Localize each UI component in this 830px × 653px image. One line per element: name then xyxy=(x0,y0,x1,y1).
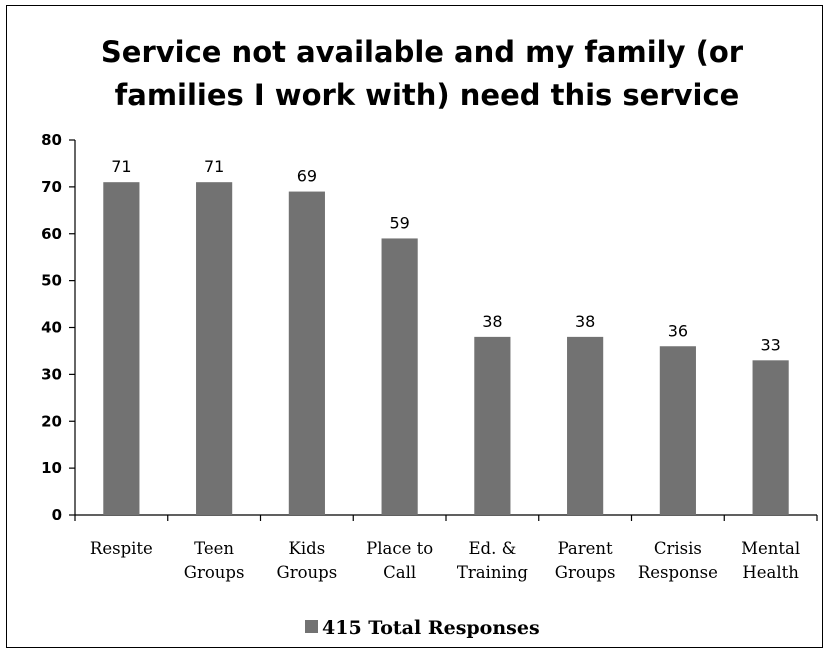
data-label: 59 xyxy=(389,213,409,232)
data-label: 38 xyxy=(575,312,595,331)
y-tick-label: 70 xyxy=(41,178,62,196)
x-category-label: Response xyxy=(638,563,718,582)
x-category-label: Crisis xyxy=(654,539,702,558)
y-tick-label: 0 xyxy=(52,506,62,524)
legend-label: 415 Total Responses xyxy=(322,617,540,639)
y-tick-label: 20 xyxy=(41,412,62,430)
x-category-label: Groups xyxy=(184,563,245,582)
bar xyxy=(752,360,789,515)
data-label: 71 xyxy=(111,157,131,176)
data-label: 71 xyxy=(204,157,224,176)
x-category-label: Kids xyxy=(289,539,326,558)
y-tick-label: 10 xyxy=(41,459,62,477)
x-category-label: Call xyxy=(383,563,416,582)
y-tick-label: 60 xyxy=(41,225,62,243)
chart-bars: 71 Respite 71 Teen Groups 69 Kids Groups 59 Place… xyxy=(90,157,800,582)
y-tick-label: 50 xyxy=(41,272,62,290)
data-label: 36 xyxy=(668,321,688,340)
bar xyxy=(196,182,233,515)
bar xyxy=(288,191,325,515)
x-category-label: Groups xyxy=(555,563,616,582)
x-category-label: Place to xyxy=(366,539,433,558)
data-label: 38 xyxy=(482,312,502,331)
bar xyxy=(381,238,418,515)
chart-title-line-1: Service not available and my family (or xyxy=(101,35,744,69)
x-category-label: Mental xyxy=(741,539,800,558)
x-category-label: Teen xyxy=(194,539,234,558)
chart-title-line-2: families I work with) need this service xyxy=(115,78,740,112)
chart-axes: 0 10 20 30 40 50 60 70 80 xyxy=(41,131,818,524)
x-category-label: Respite xyxy=(90,539,153,558)
y-tick-label: 40 xyxy=(41,319,62,337)
x-category-label: Health xyxy=(742,563,799,582)
x-category-label: Training xyxy=(457,563,529,582)
x-category-label: Parent xyxy=(558,539,613,558)
x-category-label: Ed. & xyxy=(468,539,516,558)
legend-swatch xyxy=(305,620,318,633)
bar xyxy=(567,336,604,515)
y-tick-label: 80 xyxy=(41,131,62,149)
x-category-label: Groups xyxy=(277,563,338,582)
chart-legend: 415 Total Responses xyxy=(305,617,540,639)
bar xyxy=(474,336,511,515)
y-tick-label: 30 xyxy=(41,365,62,383)
data-label: 69 xyxy=(297,167,317,186)
bar xyxy=(103,182,140,515)
bar xyxy=(659,346,696,515)
data-label: 33 xyxy=(760,335,780,354)
